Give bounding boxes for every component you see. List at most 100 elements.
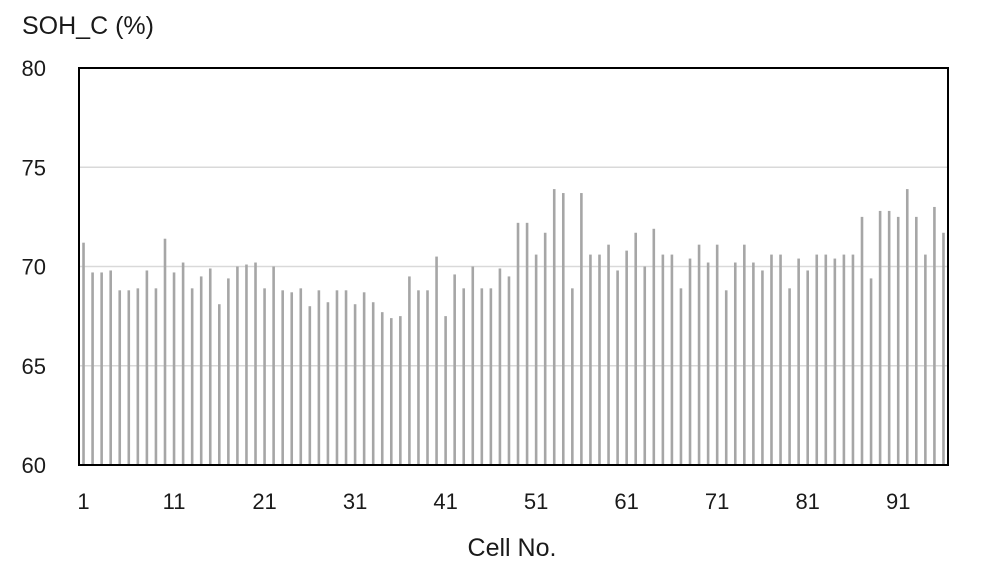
bar-cell-60 <box>616 270 619 465</box>
y-tick-label: 60 <box>22 453 46 478</box>
bar-cell-33 <box>371 302 375 465</box>
bar-cell-18 <box>236 266 239 465</box>
bar-cell-12 <box>181 262 185 465</box>
bar-cell-82 <box>815 254 819 465</box>
bar-cell-61 <box>625 250 628 465</box>
bar-cell-57 <box>589 254 592 465</box>
bar-cell-49 <box>516 222 520 465</box>
bar-cell-81 <box>806 270 809 465</box>
bar-cell-72 <box>724 290 728 465</box>
bar-cell-56 <box>580 193 583 465</box>
bar-cell-11 <box>172 272 176 465</box>
plot-frame <box>78 67 949 466</box>
y-tick-label: 70 <box>22 255 46 280</box>
bar-cell-70 <box>706 262 710 465</box>
bar-cell-63 <box>643 266 647 465</box>
bar-cell-89 <box>878 210 882 465</box>
x-tick-label: 41 <box>433 489 457 514</box>
bar-cell-23 <box>281 290 284 465</box>
bar-cell-28 <box>326 302 330 465</box>
bar-cell-15 <box>208 268 212 465</box>
bar-cell-35 <box>389 318 393 465</box>
bar-cell-38 <box>417 290 420 465</box>
bar-cell-74 <box>743 244 746 465</box>
bar-cell-88 <box>869 278 873 465</box>
bar-cell-55 <box>571 288 574 465</box>
x-tick-label: 31 <box>343 489 367 514</box>
bar-cell-51 <box>534 254 538 465</box>
bar-cell-25 <box>299 288 303 465</box>
x-tick-label: 51 <box>524 489 548 514</box>
bar-cell-50 <box>525 222 529 465</box>
bar-cell-59 <box>607 244 610 465</box>
bar-cell-71 <box>715 244 719 465</box>
bar-cell-86 <box>851 254 855 465</box>
bar-cell-64 <box>652 228 656 465</box>
y-tick-label: 80 <box>22 56 46 81</box>
bar-cell-65 <box>661 254 665 465</box>
x-tick-label: 81 <box>795 489 819 514</box>
bar-cell-45 <box>480 288 484 465</box>
bar-cell-20 <box>254 262 257 465</box>
bar-cell-53 <box>552 189 556 465</box>
bar-cell-16 <box>218 304 221 465</box>
bar-cell-79 <box>788 288 791 465</box>
bar-cell-43 <box>462 288 466 465</box>
bar-cell-30 <box>344 290 348 465</box>
bar-cell-29 <box>335 290 339 465</box>
bar-cell-76 <box>761 270 764 465</box>
bar-cell-2 <box>91 272 94 465</box>
bar-cell-1 <box>82 242 85 465</box>
x-tick-label: 91 <box>886 489 910 514</box>
bar-cell-7 <box>136 288 140 465</box>
x-tick-label: 11 <box>163 489 186 514</box>
bar-cell-24 <box>290 292 294 465</box>
bar-cell-14 <box>199 276 203 465</box>
bar-cell-41 <box>444 316 447 465</box>
bar-cell-94 <box>924 254 927 465</box>
bar-cell-6 <box>127 290 131 465</box>
bar-cell-66 <box>670 254 674 465</box>
bar-cell-31 <box>353 304 357 465</box>
bar-cell-95 <box>933 206 936 465</box>
y-tick-label: 65 <box>22 354 46 379</box>
bar-cell-90 <box>887 210 891 465</box>
x-axis-title: Cell No. <box>468 534 557 562</box>
bar-cell-10 <box>163 238 167 465</box>
bar-cell-42 <box>453 274 456 465</box>
y-tick-label: 75 <box>22 155 46 180</box>
bar-cell-34 <box>380 312 384 465</box>
bar-cell-47 <box>498 268 502 465</box>
bar-cell-44 <box>471 266 475 465</box>
x-tick-label: 21 <box>252 489 276 514</box>
bar-cell-32 <box>362 292 366 465</box>
bar-cell-26 <box>308 306 312 465</box>
bar-cell-19 <box>245 264 248 465</box>
bar-cell-8 <box>145 270 149 465</box>
bar-cell-84 <box>833 258 837 465</box>
bar-cell-48 <box>507 276 511 465</box>
bar-cell-73 <box>733 262 737 465</box>
bar-cell-22 <box>272 266 275 465</box>
x-tick-label: 1 <box>77 489 89 514</box>
bar-cell-80 <box>797 258 800 465</box>
bar-cell-91 <box>896 216 900 465</box>
bar-cell-39 <box>426 290 429 465</box>
bar-cell-93 <box>915 216 918 465</box>
bars <box>82 189 945 465</box>
bar-cell-87 <box>860 216 864 465</box>
bar-cell-78 <box>779 254 782 465</box>
x-tick-label: 71 <box>705 489 729 514</box>
bar-cell-52 <box>543 232 547 465</box>
x-tick-labels: 1 11 21 31 41 51 61 71 81 91 <box>77 489 910 514</box>
bar-cell-3 <box>100 272 103 465</box>
bar-cell-21 <box>263 288 266 465</box>
bar-cell-96 <box>942 232 945 465</box>
bar-cell-67 <box>679 288 683 465</box>
bar-cell-68 <box>688 258 692 465</box>
bar-cell-37 <box>408 276 411 465</box>
bar-cell-62 <box>634 232 638 465</box>
bar-cell-17 <box>227 278 230 465</box>
